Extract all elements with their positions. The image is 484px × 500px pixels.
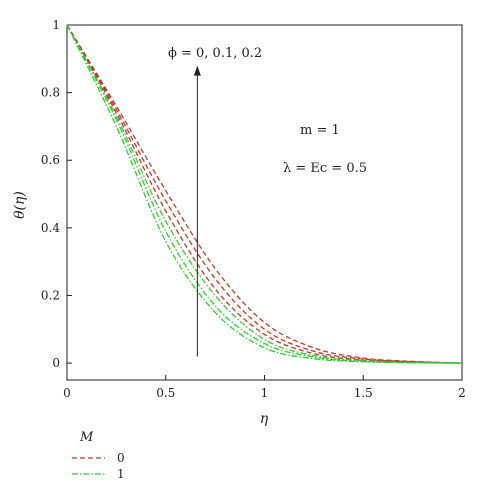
series-line-m1-4 bbox=[66, 24, 463, 364]
x-tick-label: 0 bbox=[63, 386, 71, 400]
series-line-m0-0 bbox=[66, 24, 463, 364]
y-axis-ticks: 0 0.2 0.4 0.6 0.8 1 bbox=[41, 18, 72, 370]
x-axis-ticks: 0 0.5 1 1.5 2 bbox=[63, 375, 466, 400]
x-tick-label: 0.5 bbox=[156, 386, 175, 400]
series-line-m0-2 bbox=[66, 24, 463, 364]
series-line-m1-5 bbox=[66, 24, 463, 364]
series-line-m0-1 bbox=[66, 24, 463, 364]
legend-title: M bbox=[79, 430, 94, 445]
x-tick-label: 1.5 bbox=[354, 386, 373, 400]
legend: M 0 1 bbox=[72, 430, 125, 481]
phi-annotation: ϕ = 0, 0.1, 0.2 bbox=[168, 46, 262, 61]
lambda-annotation: λ = Ec = 0.5 bbox=[283, 161, 367, 176]
series-line-m1-3 bbox=[66, 24, 463, 364]
y-tick-label: 0.2 bbox=[41, 288, 60, 302]
y-axis-title: θ(η) bbox=[12, 191, 28, 219]
y-tick-label: 1 bbox=[52, 18, 60, 32]
legend-label-m0: 0 bbox=[117, 451, 125, 465]
x-axis-title: η bbox=[260, 411, 269, 427]
series-group bbox=[66, 24, 463, 364]
y-tick-label: 0.6 bbox=[41, 153, 60, 167]
x-tick-label: 2 bbox=[458, 386, 466, 400]
y-tick-label: 0 bbox=[52, 356, 60, 370]
legend-label-m1: 1 bbox=[117, 467, 125, 481]
phi-arrow-head bbox=[193, 65, 201, 76]
m-annotation: m = 1 bbox=[300, 123, 340, 138]
y-tick-label: 0.4 bbox=[41, 221, 60, 235]
phi-arrow bbox=[193, 65, 201, 357]
y-tick-label: 0.8 bbox=[41, 86, 60, 100]
plot-frame bbox=[66, 24, 463, 381]
x-tick-label: 1 bbox=[261, 386, 269, 400]
